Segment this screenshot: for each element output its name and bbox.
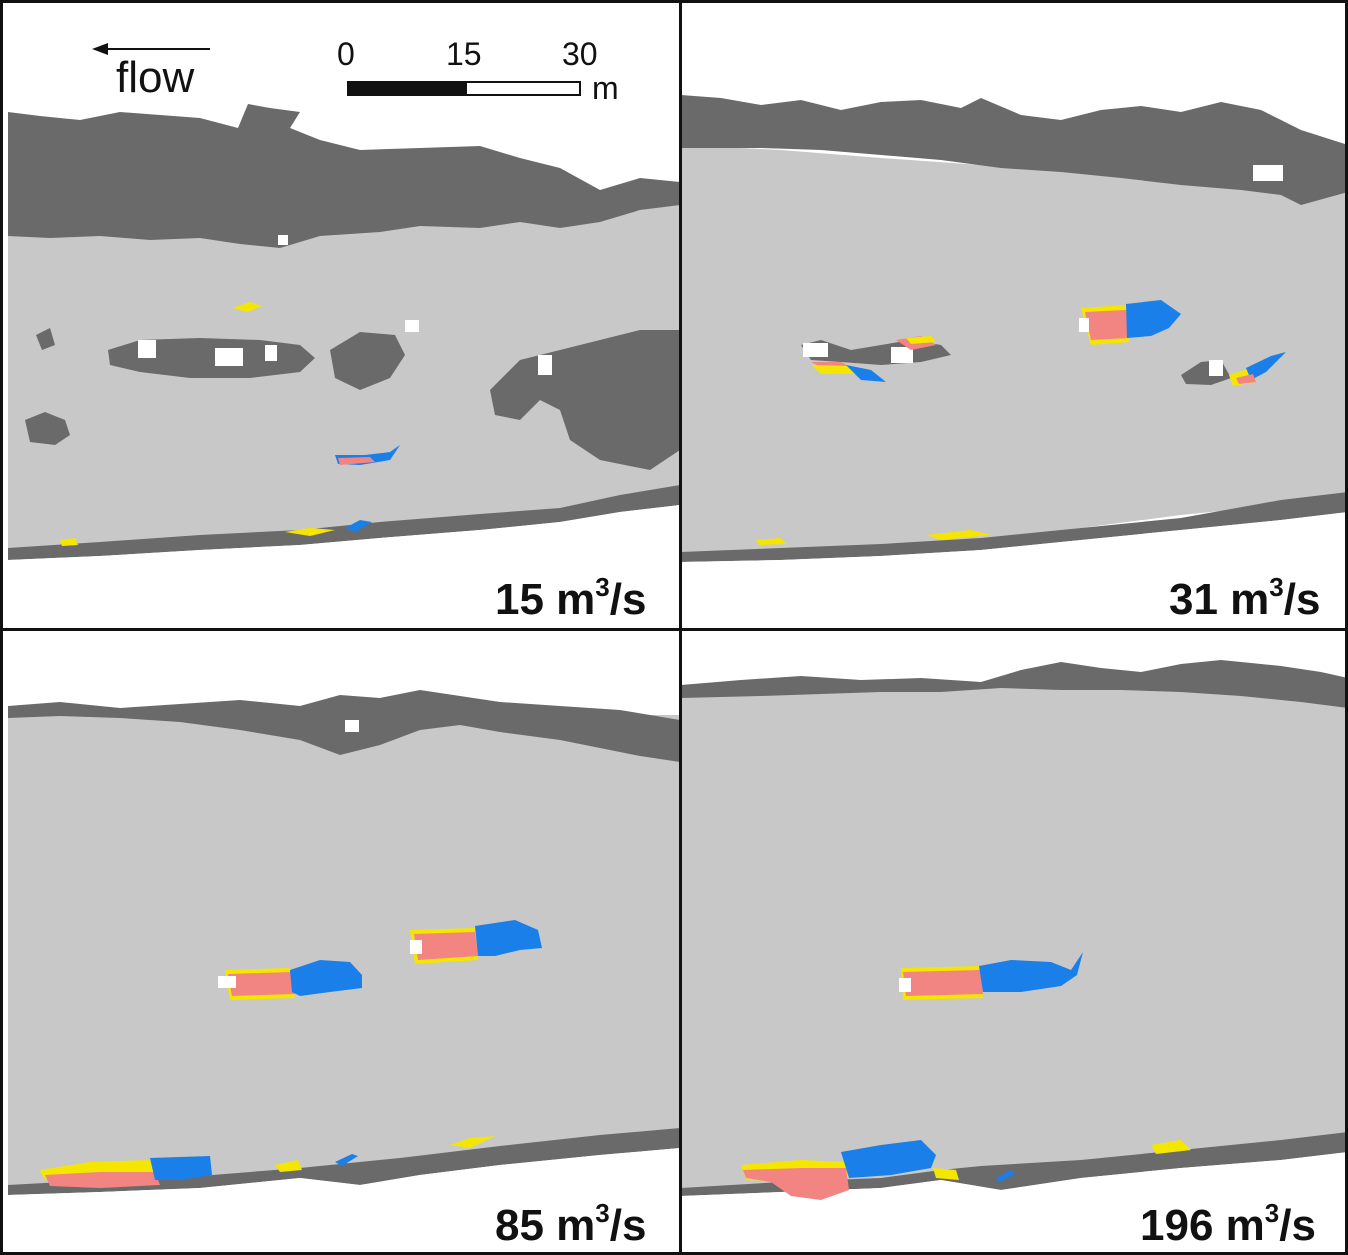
discharge-exponent: 3 — [595, 572, 610, 602]
bank-bottom — [681, 1132, 1348, 1196]
island-5 — [36, 328, 55, 350]
island-2 — [330, 332, 405, 390]
discharge-value: 31 m — [1169, 575, 1270, 624]
flow-label: flow — [116, 53, 195, 102]
scale-bar — [347, 81, 581, 96]
discharge-label: 15 m3/s — [495, 574, 647, 624]
dry-patch — [1209, 360, 1223, 376]
zone-blue — [846, 365, 886, 382]
discharge-unit: /s — [1279, 1201, 1316, 1250]
zone-blue-bottom — [345, 520, 372, 532]
dry-bank-bottom — [681, 1152, 1348, 1255]
zone-pink — [414, 932, 478, 960]
discharge-label: 85 m3/s — [495, 1200, 647, 1250]
panel-divider-horizontal — [0, 628, 1348, 631]
channel-area — [8, 715, 680, 1190]
dry-patch — [538, 355, 552, 375]
zone-blue-bottom — [335, 1154, 358, 1166]
discharge-exponent: 3 — [1264, 1198, 1280, 1228]
discharge-label: 31 m3/s — [1169, 574, 1321, 624]
bank-top — [8, 690, 680, 762]
zone-pink-bottom — [45, 1172, 160, 1188]
zone-pink — [338, 457, 375, 465]
dry-patch — [1079, 318, 1089, 332]
bank-bottom — [8, 485, 680, 560]
panel-top-left-map — [8, 104, 680, 630]
dry-bank-bottom — [8, 1148, 680, 1255]
island-1 — [108, 338, 315, 378]
scale-unit: m — [592, 70, 619, 106]
zone-blue — [1246, 352, 1286, 380]
dry-patch — [891, 347, 913, 363]
discharge-label: 196 m3/s — [1140, 1200, 1316, 1250]
zone-blue-bottom — [996, 1170, 1015, 1182]
discharge-exponent: 3 — [1269, 572, 1284, 602]
dry-patch — [899, 978, 911, 992]
dry-patch — [1253, 165, 1283, 181]
zone-yellow-bottom — [60, 538, 78, 546]
panel-top-right: 31 m3/s — [681, 0, 1348, 630]
dry-patch — [218, 976, 236, 988]
zone-pink — [1236, 374, 1256, 384]
zone-yellow-bottom — [1151, 1140, 1191, 1154]
dry-bank-bottom — [681, 512, 1348, 630]
bank-bottom — [681, 492, 1348, 562]
scale-tick-0: 0 — [337, 36, 355, 72]
zone-blue-bottom — [150, 1156, 212, 1180]
zone-yellow — [232, 302, 262, 312]
zone-blue — [979, 952, 1083, 992]
dry-bank-bottom — [8, 505, 680, 630]
zone-blue-bottom — [841, 1140, 936, 1178]
panel-bottom-left: 85 m3/s — [0, 630, 680, 1255]
panel-top-right-map — [681, 95, 1348, 630]
channel-area — [681, 688, 1348, 1190]
panel-bottom-right-map — [681, 660, 1348, 1255]
zone-pink — [228, 972, 295, 996]
zone-yellow-bottom — [450, 1136, 495, 1148]
zone-yellow-bottom — [285, 528, 335, 536]
discharge-unit: /s — [609, 1201, 647, 1250]
zone-pink — [903, 970, 983, 996]
panel-bottom-left-map — [8, 690, 680, 1255]
bank-top — [681, 95, 1348, 205]
zone-pink — [1085, 310, 1129, 340]
flow-arrow-icon — [92, 43, 210, 55]
dry-patch — [215, 348, 243, 366]
panel-divider-vertical — [679, 0, 682, 1255]
dry-patch — [265, 345, 277, 361]
discharge-value: 85 m — [495, 1201, 596, 1250]
zone-yellow-bottom — [756, 538, 786, 545]
bank-top — [8, 104, 680, 248]
dry-patch — [138, 340, 156, 358]
zone-yellow — [906, 336, 936, 344]
zone-pink-bottom — [743, 1168, 849, 1200]
dry-patch — [278, 235, 288, 245]
discharge-value: 196 m — [1140, 1201, 1265, 1250]
discharge-exponent: 3 — [595, 1198, 610, 1228]
bank-top — [681, 660, 1348, 708]
zone-yellow-bottom — [926, 530, 991, 540]
dry-patch — [803, 343, 828, 357]
scale-tick-15: 15 — [446, 36, 482, 72]
panel-top-left: 15 m3/s — [0, 0, 680, 630]
scale-tick-30: 30 — [562, 36, 598, 72]
zone-yellow-bottom — [933, 1168, 959, 1180]
island-4 — [25, 412, 70, 445]
channel-area — [681, 145, 1348, 556]
dry-patch — [345, 720, 359, 732]
scale-bar-black-segment — [349, 83, 467, 94]
discharge-value: 15 m — [495, 575, 596, 624]
discharge-unit: /s — [1283, 575, 1321, 624]
dry-patch — [405, 320, 419, 332]
discharge-unit: /s — [609, 575, 647, 624]
zone-blue — [1126, 300, 1181, 338]
zone-blue — [475, 920, 542, 956]
zone-yellow-bottom — [275, 1160, 302, 1172]
panel-bottom-right: 196 m3/s — [681, 630, 1348, 1255]
zone-blue — [290, 960, 362, 996]
island-3 — [490, 330, 680, 470]
dry-patch — [410, 940, 422, 954]
